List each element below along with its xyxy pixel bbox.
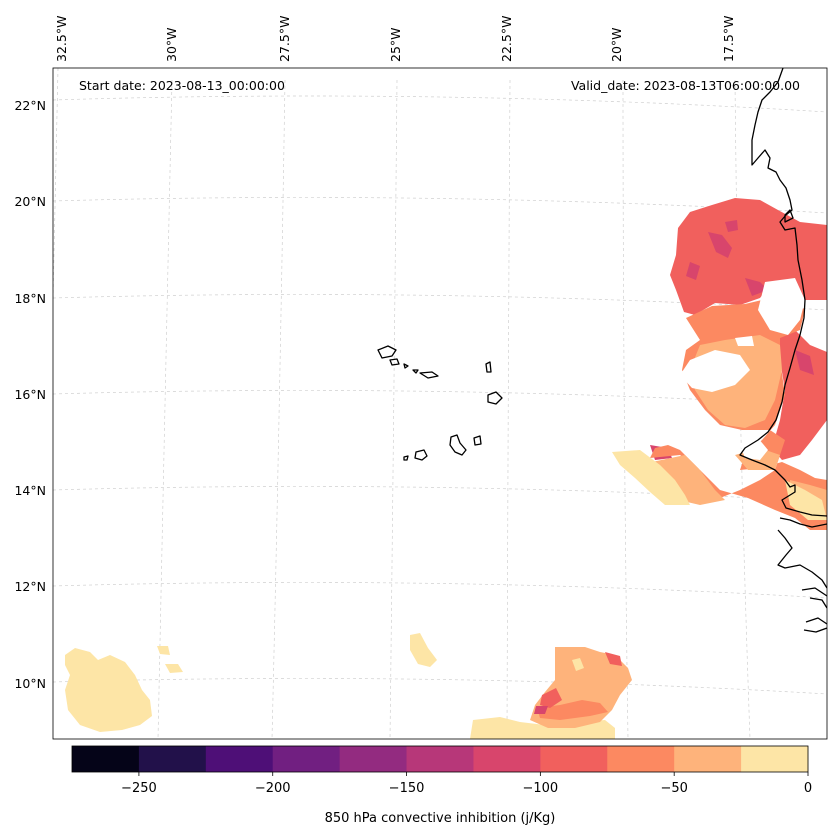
african-coastline xyxy=(739,68,827,517)
colorbar-swatch xyxy=(406,746,474,772)
contour-mid-blob xyxy=(410,633,437,667)
senegal-river-mouth xyxy=(784,209,794,223)
bijagos-coast xyxy=(801,587,827,633)
contour-level-minus100-mid xyxy=(772,330,827,460)
colorbar-tick-label: −100 xyxy=(523,781,559,796)
colorbar-tick-label: 0 xyxy=(804,781,812,796)
contour-sw-fleck-a xyxy=(157,646,170,655)
contour-level-minus125-d xyxy=(795,350,814,375)
map-area xyxy=(53,68,827,739)
colorbar-frame xyxy=(71,745,809,773)
island-fogo xyxy=(414,449,428,461)
colorbar-swatch xyxy=(138,746,207,772)
contour-level-minus125-a xyxy=(708,232,732,258)
colorbar-tick-label: −250 xyxy=(121,781,157,796)
graticule xyxy=(53,68,827,739)
latitude-labels: 22°N 20°N 18°N 16°N 14°N 12°N 10°N xyxy=(14,98,46,691)
contour-level-minus125-c xyxy=(745,278,768,296)
island-sao-nicolau xyxy=(412,369,439,379)
contour-level-minus50 xyxy=(640,335,827,515)
island-santa-luzia xyxy=(403,363,409,369)
island-sal xyxy=(485,361,492,373)
lon-label-25W: 25°W xyxy=(388,27,403,62)
colorbar-swatch xyxy=(339,746,408,772)
lat-label-12N: 12°N xyxy=(14,579,46,594)
start-date-label: Start date: 2023-08-13_00:00:00 xyxy=(79,78,285,93)
contour-hole-b xyxy=(680,350,750,392)
contour-hole-d xyxy=(735,336,754,346)
colorbar-swatches xyxy=(72,746,809,772)
contour-sw-corner xyxy=(65,648,152,732)
contour-level-minus125-b xyxy=(725,220,738,232)
colorbar-title: 850 hPa convective inhibition (j/Kg) xyxy=(325,811,556,826)
colorbar: −250 −200 −150 −100 −50 0 850 hPa convective … xyxy=(71,745,812,826)
contour-south-central-125 xyxy=(534,706,548,714)
colorbar-swatch xyxy=(272,746,341,772)
lat-label-22N: 22°N xyxy=(14,98,46,113)
longitude-labels: 32.5°W 30°W 27.5°W 25°W 22.5°W 20°W 17.5… xyxy=(54,16,736,62)
contour-sw-fleck-b xyxy=(165,664,183,673)
colorbar-swatch xyxy=(205,746,274,772)
lon-label-27.5W: 27.5°W xyxy=(277,16,292,62)
island-boa-vista xyxy=(487,391,503,405)
contour-south-central-25-pocket xyxy=(572,658,584,671)
colorbar-tick-label: −150 xyxy=(389,781,425,796)
island-santo-antao xyxy=(377,345,397,359)
cin-contour-fills xyxy=(65,198,827,739)
valid-date-label: Valid_date: 2023-08-13T06:00:00.00 xyxy=(571,78,800,93)
coastlines xyxy=(377,68,827,633)
lon-label-30W: 30°W xyxy=(164,27,179,62)
contour-level-minus25-coast xyxy=(612,450,827,520)
island-brava xyxy=(403,455,409,461)
colorbar-swatch xyxy=(741,746,809,772)
contour-level-minus125-f xyxy=(686,262,700,280)
contour-south-central-100 xyxy=(540,652,622,708)
lon-label-20W: 20°W xyxy=(609,27,624,62)
contour-south-central-75 xyxy=(537,700,608,720)
lon-label-17.5W: 17.5°W xyxy=(721,16,736,62)
colorbar-swatch xyxy=(72,746,140,772)
island-sao-vicente xyxy=(389,358,400,366)
colorbar-swatch xyxy=(473,746,541,772)
contour-hole-c xyxy=(740,438,768,460)
lat-label-14N: 14°N xyxy=(14,483,46,498)
gambia-outline xyxy=(779,517,827,528)
guinea-bissau-coast xyxy=(777,529,827,589)
island-santiago xyxy=(449,434,467,456)
lat-label-10N: 10°N xyxy=(14,676,46,691)
lat-label-20N: 20°N xyxy=(14,194,46,209)
lat-label-18N: 18°N xyxy=(14,291,46,306)
lon-label-22.5W: 22.5°W xyxy=(499,16,514,62)
colorbar-ticks: −250 −200 −150 −100 −50 0 xyxy=(121,772,812,796)
lat-label-16N: 16°N xyxy=(14,387,46,402)
lon-label-32.5W: 32.5°W xyxy=(54,16,69,62)
colorbar-tick-label: −200 xyxy=(255,781,291,796)
colorbar-swatch xyxy=(607,746,675,772)
map-frame xyxy=(52,67,828,740)
colorbar-swatch xyxy=(540,746,608,772)
colorbar-tick-label: −50 xyxy=(660,781,687,796)
contour-level-minus100-north xyxy=(670,198,827,315)
colorbar-swatch xyxy=(674,746,742,772)
island-maio xyxy=(473,435,482,446)
contour-hole-a xyxy=(758,278,805,335)
